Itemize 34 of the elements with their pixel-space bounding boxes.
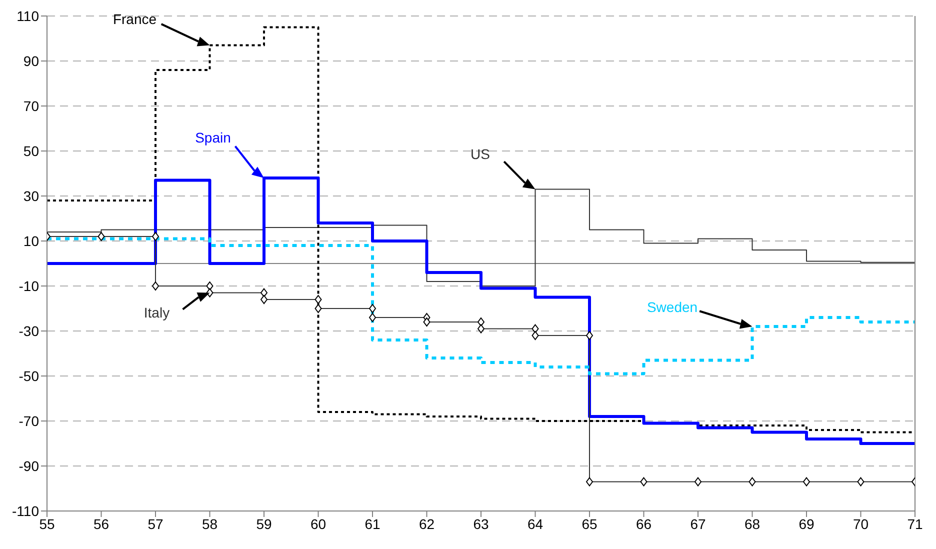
y-tick-label: -50 xyxy=(18,368,40,384)
text: US xyxy=(470,146,490,162)
x-tick-label: 69 xyxy=(798,516,814,532)
text: Sweden xyxy=(646,299,698,316)
y-tick-label: 90 xyxy=(23,52,40,69)
x-tick-label: 55 xyxy=(39,516,55,532)
x-tick-label: 62 xyxy=(418,516,435,532)
x-tick-label: 56 xyxy=(93,516,110,532)
x-tick-label: 71 xyxy=(907,516,923,532)
y-tick-label: -10 xyxy=(18,278,40,294)
x-tick-label: 70 xyxy=(852,516,869,532)
legend-label: Italy xyxy=(144,304,170,320)
y-tick-label: 50 xyxy=(23,142,40,159)
x-tick-label: 65 xyxy=(582,516,598,532)
x-tick-label: 57 xyxy=(148,516,164,532)
x-tick-label: 63 xyxy=(473,516,489,532)
text: France xyxy=(112,10,157,27)
y-tick-label: -110 xyxy=(12,502,40,519)
x-tick-label: 64 xyxy=(527,516,544,532)
y-tick-label: 30 xyxy=(23,188,40,204)
y-tick-label: -70 xyxy=(18,412,40,429)
y-tick-label: 10 xyxy=(23,232,40,249)
x-tick-label: 67 xyxy=(690,516,706,532)
y-tick-label: -30 xyxy=(18,322,40,339)
y-tick-label: 110 xyxy=(16,8,40,24)
y-tick-label: -90 xyxy=(18,458,40,474)
text: Spain xyxy=(195,130,231,146)
x-tick-label: 58 xyxy=(202,516,218,532)
x-tick-label: 66 xyxy=(636,516,652,532)
x-tick-label: 68 xyxy=(744,516,760,532)
y-tick-label: 70 xyxy=(23,98,40,114)
x-tick-label: 61 xyxy=(364,516,380,532)
x-tick-label: 60 xyxy=(310,516,326,532)
x-tick-label: 59 xyxy=(256,516,272,532)
